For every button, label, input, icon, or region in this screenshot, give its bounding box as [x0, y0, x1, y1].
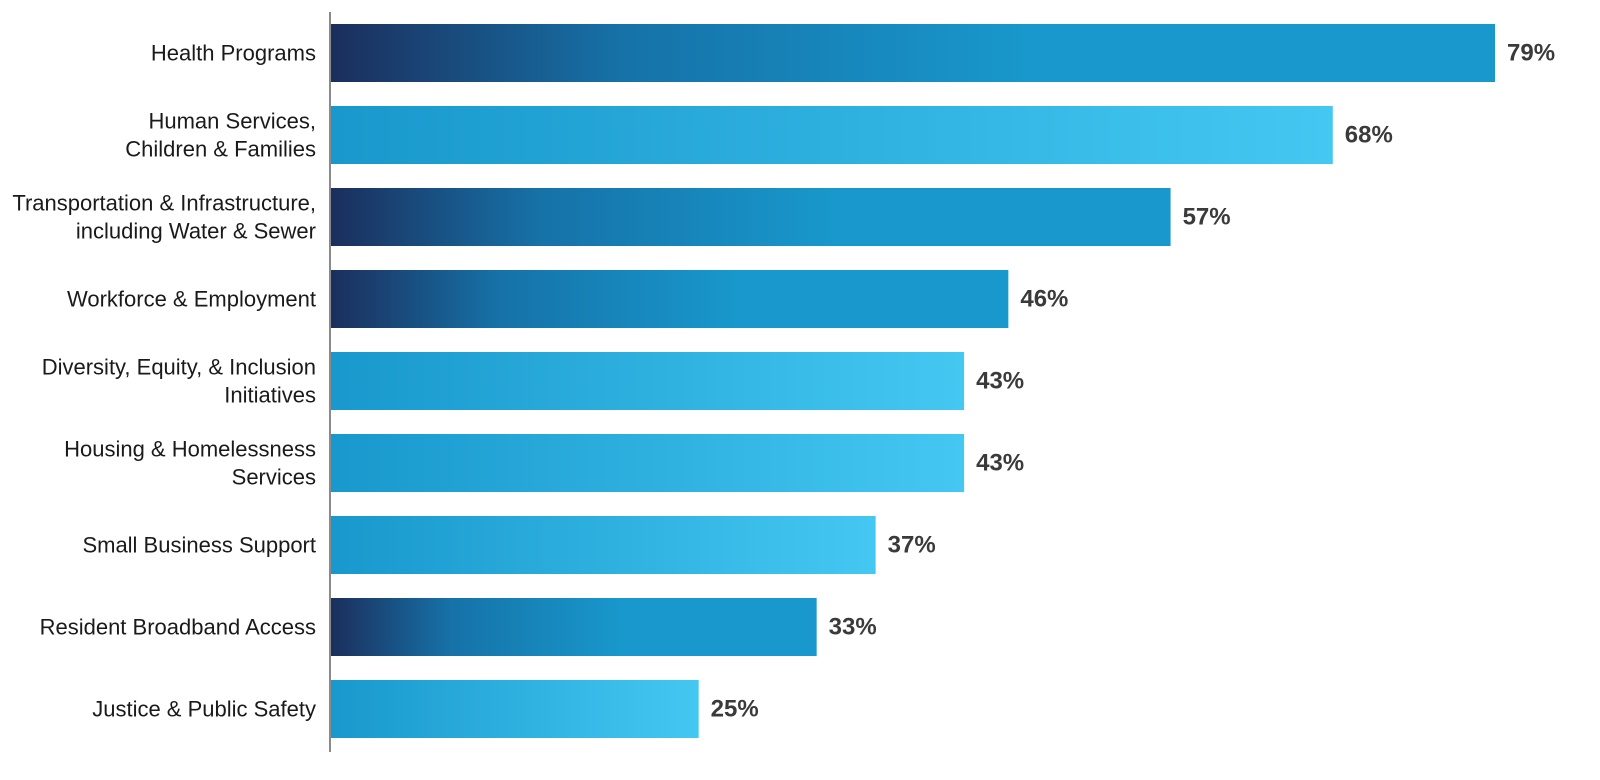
category-label-2-line-1: Human Services, [148, 109, 316, 134]
value-label-8: 33% [829, 614, 877, 641]
value-labels: 79% 68% 57% 46% 43% 43% 37% 33% 25% [711, 40, 1555, 723]
category-label-3-line-1: Transportation & Infrastructure, [12, 191, 316, 216]
category-label-6-line-2: Services [232, 465, 316, 490]
value-label-9: 25% [711, 696, 759, 723]
category-label-9: Justice & Public Safety [92, 697, 316, 722]
value-label-1: 79% [1507, 40, 1555, 67]
bar-8 [330, 598, 817, 656]
category-label-5-line-2: Initiatives [224, 383, 316, 408]
category-label-4: Workforce & Employment [67, 287, 316, 312]
category-label-2-line-2: Children & Families [125, 137, 316, 162]
category-label-7: Small Business Support [82, 533, 316, 558]
category-label-1: Health Programs [151, 41, 316, 66]
category-labels: Health Programs Human Services, Children &… [12, 41, 316, 722]
bar-4 [330, 270, 1009, 328]
bars-layer [330, 24, 1495, 738]
bar-1 [330, 24, 1495, 82]
value-label-3: 57% [1183, 204, 1231, 231]
category-label-6-line-1: Housing & Homelessness [64, 437, 316, 462]
value-label-6: 43% [976, 450, 1024, 477]
value-label-5: 43% [976, 368, 1024, 395]
bar-7 [330, 516, 876, 574]
bar-2 [330, 106, 1333, 164]
bar-5 [330, 352, 965, 410]
category-label-3-line-2: including Water & Sewer [76, 219, 316, 244]
bar-9 [330, 680, 699, 738]
value-label-7: 37% [888, 532, 936, 559]
value-label-2: 68% [1345, 122, 1393, 149]
category-label-8: Resident Broadband Access [40, 615, 316, 640]
category-label-5-line-1: Diversity, Equity, & Inclusion [42, 355, 316, 380]
bar-6 [330, 434, 965, 492]
bar-3 [330, 188, 1171, 246]
value-label-4: 46% [1020, 286, 1068, 313]
